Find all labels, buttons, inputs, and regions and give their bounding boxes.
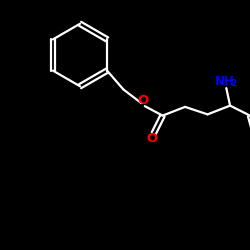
Text: NH: NH (215, 75, 235, 88)
Text: O: O (138, 94, 149, 107)
Text: O: O (146, 132, 158, 145)
Text: 2: 2 (230, 79, 236, 88)
